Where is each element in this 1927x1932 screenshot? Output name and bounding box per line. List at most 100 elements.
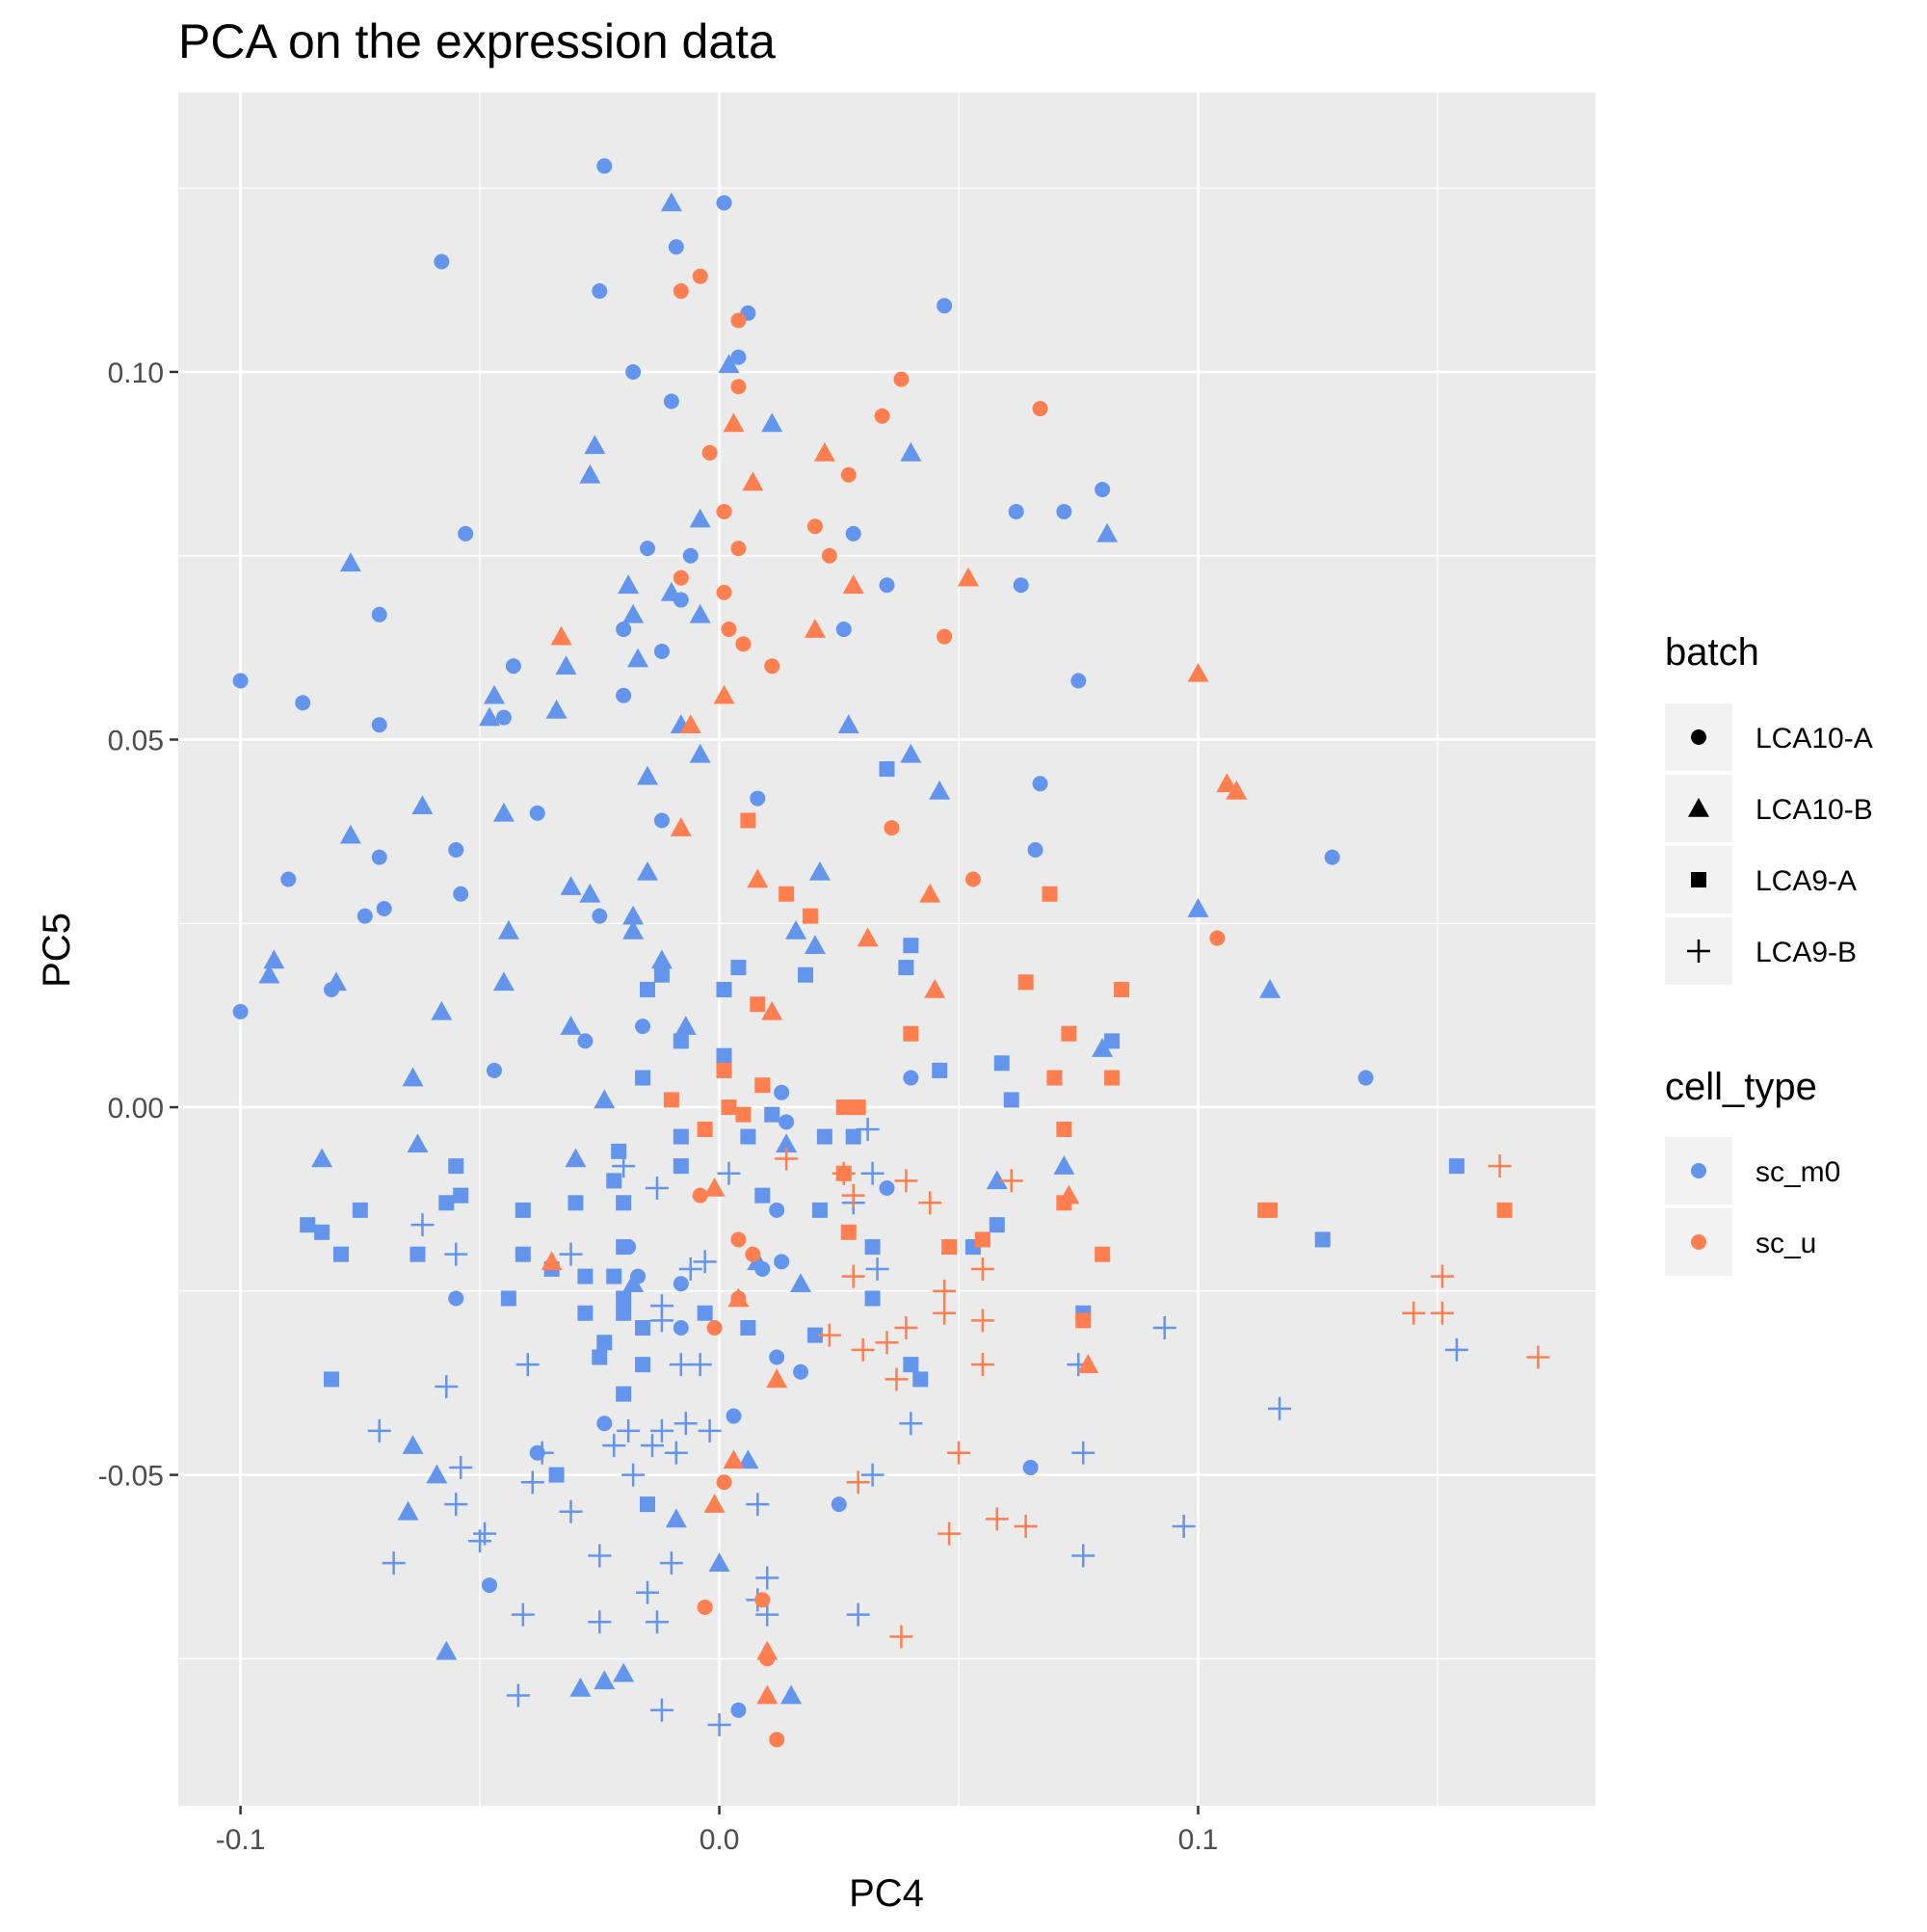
data-point <box>663 393 679 410</box>
data-point <box>579 463 601 484</box>
data-point <box>616 687 632 703</box>
data-point <box>232 1003 249 1019</box>
data-point <box>793 1363 809 1380</box>
data-point <box>842 574 864 595</box>
data-point <box>932 1062 948 1078</box>
data-point <box>1056 1195 1072 1211</box>
data-point <box>673 1319 689 1336</box>
data-point <box>841 1183 865 1207</box>
data-point <box>999 1169 1023 1193</box>
legend-batch-label: LCA9-A <box>1755 865 1857 897</box>
data-point <box>640 981 656 997</box>
data-point <box>832 1161 856 1185</box>
data-point <box>1077 1354 1099 1373</box>
legend-batch-symbol <box>1691 872 1706 887</box>
data-point <box>785 919 807 940</box>
data-point <box>1095 1246 1111 1262</box>
data-point <box>1013 577 1029 594</box>
data-point <box>541 1251 563 1271</box>
data-point <box>697 1121 713 1137</box>
data-point <box>660 581 682 601</box>
data-point <box>505 658 521 675</box>
data-point <box>640 1496 656 1513</box>
data-point <box>1209 930 1226 946</box>
data-point <box>698 1418 722 1442</box>
data-point <box>865 1257 889 1281</box>
data-point <box>937 298 953 314</box>
data-point <box>438 1195 455 1211</box>
data-point <box>594 1670 616 1690</box>
data-point <box>692 268 708 284</box>
data-point <box>258 964 280 984</box>
legend-cell-type-label: sc_m0 <box>1755 1156 1840 1188</box>
data-point <box>898 960 914 976</box>
legend-batch-title: batch <box>1665 631 1759 674</box>
data-point <box>1314 1231 1331 1248</box>
data-point <box>701 444 718 461</box>
data-point <box>1053 1155 1075 1175</box>
data-point <box>754 1592 771 1608</box>
data-point <box>937 628 953 645</box>
data-point <box>479 706 501 727</box>
data-point <box>596 1416 613 1432</box>
data-point <box>730 1231 747 1248</box>
data-point <box>568 1195 584 1211</box>
data-point <box>592 908 608 924</box>
data-point <box>649 1309 673 1333</box>
data-point <box>577 1268 594 1284</box>
data-point <box>1071 1544 1095 1568</box>
data-point <box>764 1106 780 1123</box>
data-point <box>846 1470 870 1495</box>
y-tick-label: 0.10 <box>108 357 164 389</box>
data-point <box>689 743 711 763</box>
data-point <box>637 765 659 785</box>
data-point <box>506 1683 530 1707</box>
data-point <box>618 574 640 595</box>
data-point <box>730 960 747 976</box>
data-point <box>324 1371 340 1388</box>
data-point <box>1027 841 1043 858</box>
data-point <box>653 966 670 983</box>
data-point <box>560 1016 582 1035</box>
data-point <box>776 1133 798 1153</box>
legend-cell-type: cell_type sc_m0 sc_u <box>1665 1066 1840 1276</box>
data-point <box>635 1070 651 1086</box>
data-point <box>903 1070 919 1086</box>
data-point <box>1104 1033 1121 1049</box>
data-point <box>703 1494 726 1513</box>
data-point <box>723 1449 745 1469</box>
data-point <box>1430 1301 1454 1325</box>
data-point <box>697 1599 713 1615</box>
data-point <box>1017 974 1034 991</box>
data-point <box>874 408 890 424</box>
data-point <box>756 1640 779 1660</box>
data-point <box>670 817 692 836</box>
y-tick-label: -0.05 <box>98 1461 164 1493</box>
data-point <box>845 1128 861 1145</box>
data-point <box>515 1246 531 1262</box>
data-point <box>947 1441 971 1465</box>
data-point <box>1092 1038 1114 1057</box>
data-point <box>673 1158 689 1175</box>
data-point <box>856 1117 880 1141</box>
data-point <box>584 435 606 455</box>
data-point <box>660 192 682 212</box>
data-point <box>697 1305 713 1321</box>
data-point <box>937 1522 962 1546</box>
data-point <box>970 1309 994 1333</box>
data-point <box>650 949 673 969</box>
data-point <box>339 824 361 844</box>
data-point <box>716 584 732 600</box>
data-point <box>860 1463 884 1487</box>
data-point <box>637 860 659 881</box>
data-point <box>766 1368 788 1389</box>
data-point <box>1056 503 1072 519</box>
legend-batch-label: LCA10-A <box>1755 723 1873 754</box>
data-point <box>635 1019 651 1035</box>
data-point <box>515 1353 540 1377</box>
data-point <box>713 684 735 704</box>
legend-cell-type-label: sc_u <box>1755 1228 1816 1259</box>
data-point <box>769 1732 785 1748</box>
data-point <box>622 905 645 925</box>
data-point <box>692 1187 708 1204</box>
